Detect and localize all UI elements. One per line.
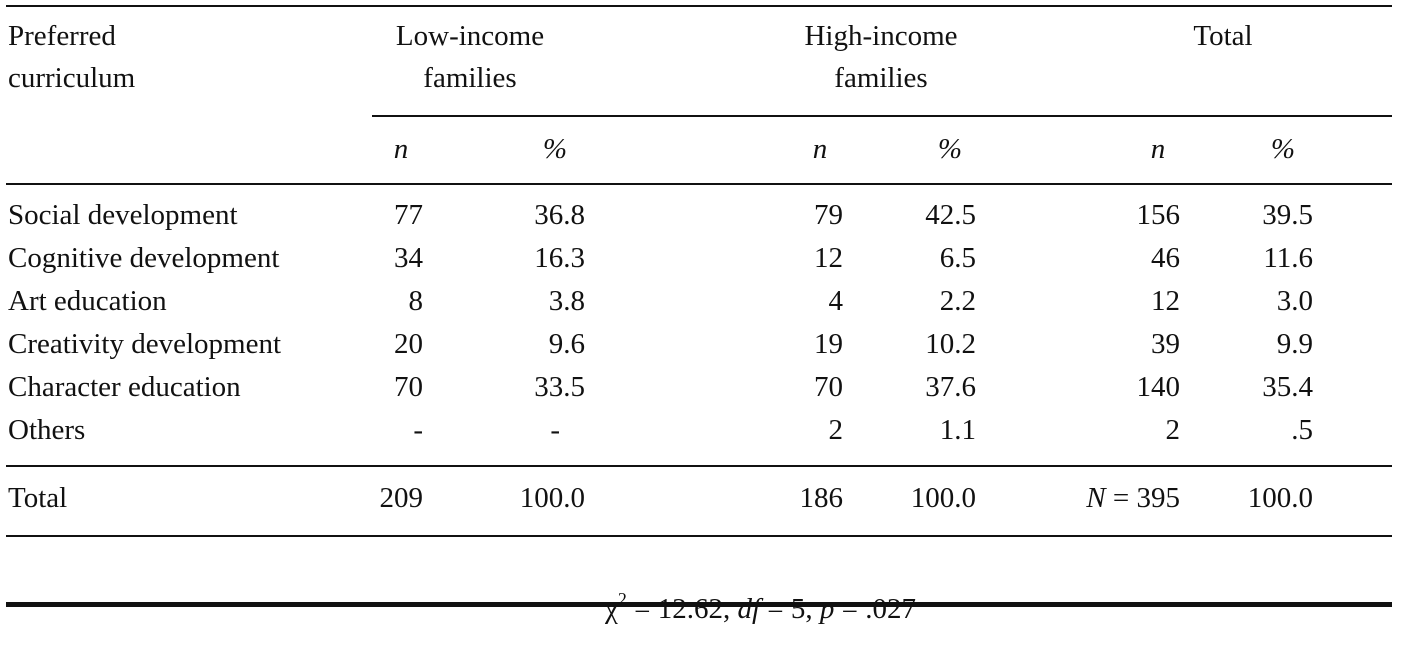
high-n-cell: 4 (828, 285, 844, 317)
p-value: = .027 (834, 593, 917, 625)
chi-square-footer: χ2 = 12.62, df = 5, p = .027 (576, 546, 916, 672)
body-bottom-rule (6, 465, 1392, 467)
high-pct-cell: 6.5 (939, 242, 976, 274)
group-underline (372, 115, 1392, 117)
total-pct-cell: 39.5 (1262, 199, 1313, 231)
row-label: Creativity development (8, 328, 282, 360)
low-n-cell: 34 (394, 242, 423, 274)
total-n-cell: 39 (1151, 328, 1180, 360)
high-pct-cell: 2.2 (939, 285, 976, 317)
high-n-cell: 79 (814, 199, 843, 231)
high-n-cell: 2 (828, 414, 844, 446)
high-n-cell: 12 (814, 242, 843, 274)
chi-exponent: 2 (617, 589, 627, 610)
total-pct-cell: .5 (1291, 414, 1313, 446)
total-n-cell: 156 (1136, 199, 1181, 231)
col-header-high-n: n (812, 133, 828, 165)
total-n-cell: 46 (1151, 242, 1180, 274)
group-header-high-income: High-income families (804, 15, 957, 99)
low-n-cell: 8 (408, 285, 424, 317)
row-label: Art education (8, 285, 167, 317)
total-pct-cell: 3.0 (1276, 285, 1313, 317)
total-bottom-rule (6, 535, 1392, 537)
total-n-cell: 2 (1165, 414, 1181, 446)
high-n-cell: 19 (814, 328, 843, 360)
total-pct-cell: 35.4 (1262, 371, 1313, 403)
group-label-line1: High-income (804, 20, 958, 52)
col-header-low-n: n (393, 133, 409, 165)
grand-total-n-value: = 395 (1105, 482, 1180, 514)
grand-total-pct: 100.0 (1247, 482, 1313, 514)
chi-value: = 12.62, (626, 593, 738, 625)
group-label-line2: families (423, 62, 517, 94)
total-n-cell: 12 (1151, 285, 1180, 317)
total-pct-cell: 11.6 (1263, 242, 1313, 274)
col-header-total-pct: % (1270, 133, 1296, 165)
low-pct-cell: 36.8 (534, 199, 585, 231)
low-n-cell: 70 (394, 371, 423, 403)
col-header-total-n: n (1150, 133, 1166, 165)
header-bottom-rule (6, 183, 1392, 185)
low-pct-cell: 9.6 (548, 328, 585, 360)
high-pct-total: 100.0 (910, 482, 976, 514)
df-label: df (737, 593, 761, 625)
row-label: Character education (8, 371, 241, 403)
grand-total-n-symbol: N (1086, 482, 1106, 514)
group-label-line1: Total (1193, 20, 1253, 52)
high-n-cell: 70 (814, 371, 843, 403)
row-label-header: Preferred curriculum (8, 15, 135, 99)
low-pct-cell: 33.5 (534, 371, 585, 403)
high-pct-cell: 42.5 (925, 199, 976, 231)
grand-total-n: N = 395 (1086, 477, 1180, 519)
low-pct-cell: 16.3 (534, 242, 585, 274)
row-label-line1: Preferred (8, 20, 116, 52)
df-value: = 5, (760, 593, 820, 625)
high-pct-cell: 10.2 (925, 328, 976, 360)
col-header-low-pct: % (542, 133, 568, 165)
group-label-line2: families (834, 62, 928, 94)
col-header-high-pct: % (937, 133, 963, 165)
high-pct-cell: 37.6 (925, 371, 976, 403)
group-label-line1: Low-income (395, 20, 545, 52)
chi-symbol: χ (604, 593, 618, 625)
total-n-cell: 140 (1136, 371, 1181, 403)
total-pct-cell: 9.9 (1276, 328, 1313, 360)
row-label: Cognitive development (8, 242, 280, 274)
low-n-cell: 77 (394, 199, 423, 231)
top-rule (6, 5, 1392, 7)
row-label-line2: curriculum (8, 62, 136, 94)
row-label: Social development (8, 199, 238, 231)
low-n-total: 209 (379, 482, 424, 514)
group-header-total: Total (1193, 15, 1252, 57)
low-n-cell: - (413, 414, 423, 446)
row-label: Others (8, 414, 86, 446)
table-bottom-rule (6, 602, 1392, 607)
high-pct-cell: 1.1 (939, 414, 976, 446)
low-pct-cell: 3.8 (548, 285, 585, 317)
total-row-label: Total (8, 482, 68, 514)
group-header-low-income: Low-income families (396, 15, 544, 99)
high-n-total: 186 (799, 482, 844, 514)
p-label: p (819, 593, 835, 625)
low-n-cell: 20 (394, 328, 423, 360)
statistics-table: Preferred curriculum Low-income families… (6, 5, 1392, 625)
low-pct-cell: - (550, 414, 560, 446)
low-pct-total: 100.0 (519, 482, 585, 514)
